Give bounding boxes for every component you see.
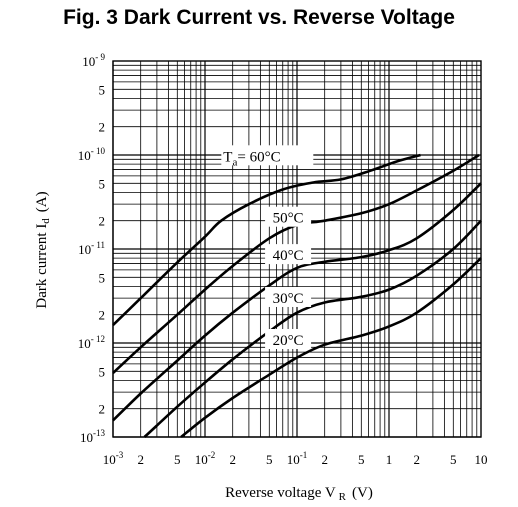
y-tick-base: 10 <box>80 430 93 445</box>
curve-label-bg <box>265 244 312 265</box>
y-tick-base: 10 <box>82 54 95 69</box>
x-tick-label: 10-3 <box>103 450 124 467</box>
y-tick-label: 5 <box>99 270 106 285</box>
x-tick-base: 10 <box>103 452 116 467</box>
x-tick-label: 5 <box>174 452 181 467</box>
y-tick-exp: - 12 <box>91 334 105 344</box>
x-axis-label: Reverse voltage V R (V) <box>225 485 373 503</box>
curve-label-3: 30°C <box>273 291 304 307</box>
x-tick-base: 10 <box>287 452 300 467</box>
curve-label-name: 60°C <box>250 149 281 165</box>
y-axis-label-main: Dark current I <box>34 224 50 309</box>
y-axis-label-sub: d <box>40 218 52 224</box>
y-tick-label: 2 <box>99 214 106 229</box>
y-tick-base: 10 <box>78 148 91 163</box>
x-tick-label: 5 <box>358 452 365 467</box>
y-tick-label: 5 <box>99 364 106 379</box>
curve-label-2: 40°C <box>273 248 304 264</box>
x-tick-label: 10-1 <box>287 450 308 467</box>
curve-60c <box>112 153 421 327</box>
chart-title: Fig. 3 Dark Current vs. Reverse Voltage <box>63 6 455 29</box>
x-tick-label: 10-2 <box>195 450 216 467</box>
curve-40c <box>112 182 482 422</box>
curve-label-bg <box>265 329 312 349</box>
x-tick-label: 5 <box>266 452 273 467</box>
y-tick-label: 10- 9 <box>82 52 105 69</box>
x-tick-exp: -3 <box>116 450 124 460</box>
curve-label-bg <box>265 206 312 227</box>
x-tick-label: 2 <box>229 452 236 467</box>
y-tick-label: 2 <box>99 120 106 135</box>
x-axis-label-unit: (V) <box>352 485 373 501</box>
curve-20c <box>180 257 482 439</box>
curve-label-bg <box>265 286 312 307</box>
curve-label-bg <box>221 145 314 166</box>
x-tick-base: 10 <box>195 452 208 467</box>
y-tick-label: 5 <box>99 82 106 97</box>
x-tick-label: 2 <box>321 452 328 467</box>
y-axis-label-unit: (A) <box>34 191 50 212</box>
curve-labels: Ta= 60°C 50°C 40°C 30°C 20°C <box>221 145 314 349</box>
y-tick-label: 10- 11 <box>78 240 105 257</box>
y-tick-exp: - 11 <box>91 240 105 250</box>
y-tick-label: 2 <box>99 308 106 323</box>
y-tick-label: 10-13 <box>80 428 105 445</box>
x-tick-label: 1 <box>386 452 393 467</box>
y-tick-base: 10 <box>78 242 91 257</box>
y-tick-label: 5 <box>99 176 106 191</box>
x-axis-label-sub: R <box>339 491 347 503</box>
curve-label-1: 50°C <box>273 211 304 227</box>
curve-label-eq: = <box>237 149 249 165</box>
y-tick-label: 2 <box>99 402 106 417</box>
x-tick-exp: -1 <box>300 450 308 460</box>
y-tick-label: 10- 10 <box>78 146 106 163</box>
curve-label-prefix: T <box>223 149 232 165</box>
y-tick-label: 10- 12 <box>78 334 105 351</box>
y-tick-exp: -13 <box>93 428 105 438</box>
y-tick-exp: - 9 <box>95 52 105 62</box>
x-tick-label: 10 <box>475 452 488 467</box>
curve-label-0: Ta= 60°C <box>223 149 280 168</box>
y-tick-exp: - 10 <box>91 146 106 156</box>
x-tick-labels: 10-3 2 5 10-2 2 5 10-1 2 5 1 2 5 10 <box>103 450 488 467</box>
x-tick-label: 2 <box>413 452 420 467</box>
x-tick-exp: -2 <box>208 450 216 460</box>
y-axis-label: Dark current Id (A) <box>34 191 52 308</box>
y-tick-base: 10 <box>78 336 91 351</box>
plot-frame <box>112 60 482 438</box>
x-axis-label-main: Reverse voltage V <box>225 485 336 501</box>
curve-label-sub: a <box>232 156 237 168</box>
curve-label-4: 20°C <box>273 333 304 349</box>
x-tick-label: 2 <box>137 452 144 467</box>
x-tick-label: 5 <box>450 452 457 467</box>
